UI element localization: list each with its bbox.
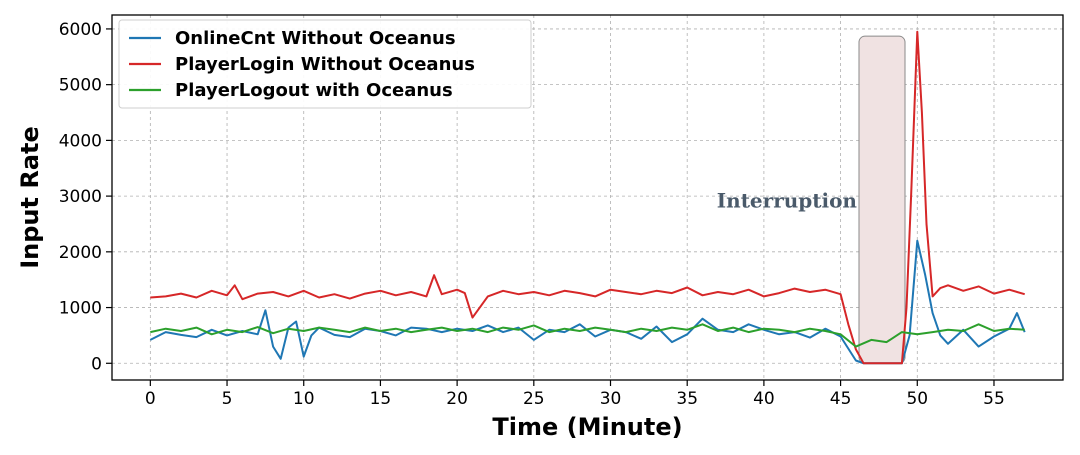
- x-tick-label: 40: [753, 389, 775, 409]
- series-line-3: [150, 323, 1025, 348]
- series-line-2: [150, 30, 1025, 365]
- x-tick-label: 25: [523, 389, 545, 409]
- x-tick-label: 55: [983, 389, 1005, 409]
- y-tick-label: 4000: [59, 131, 102, 151]
- legend-label: PlayerLogin Without Oceanus: [175, 54, 475, 75]
- y-tick-label: 2000: [59, 243, 102, 263]
- legend-box: [118, 19, 532, 109]
- x-axis-ticks: 0 5 10 15 20 25 30 35 40 45 50 55: [145, 380, 1005, 409]
- x-tick-label: 20: [446, 389, 468, 409]
- y-tick-label: 5000: [59, 76, 102, 96]
- y-axis-title: Input Rate: [16, 126, 44, 269]
- y-axis-ticks: 0 1000 2000 3000 4000 5000 6000: [59, 20, 112, 374]
- legend-label: OnlineCnt Without Oceanus: [175, 28, 456, 49]
- x-tick-label: 5: [222, 389, 233, 409]
- x-tick-label: 35: [676, 389, 698, 409]
- y-tick-label: 0: [91, 354, 102, 374]
- plot-frame: [111, 14, 1064, 381]
- y-tick-label: 6000: [59, 20, 102, 40]
- x-tick-label: 30: [600, 389, 622, 409]
- x-tick-label: 45: [830, 389, 852, 409]
- series-line-1: [149, 239, 1026, 365]
- y-tick-label: 1000: [59, 299, 102, 319]
- x-tick-label: 50: [906, 389, 928, 409]
- interruption-annotation: Interruption: [717, 35, 906, 364]
- x-tick-label: 15: [370, 389, 392, 409]
- x-tick-label: 0: [145, 389, 156, 409]
- series-lines: [149, 30, 1026, 365]
- legend: OnlineCnt Without Oceanus PlayerLogin Wit…: [118, 19, 532, 109]
- interruption-label: Interruption: [717, 188, 858, 212]
- y-tick-label: 3000: [59, 187, 102, 207]
- x-tick-label: 10: [293, 389, 315, 409]
- interruption-region: [858, 35, 906, 364]
- legend-label: PlayerLogout with Oceanus: [175, 80, 453, 101]
- x-axis-title: Time (Minute): [492, 413, 682, 441]
